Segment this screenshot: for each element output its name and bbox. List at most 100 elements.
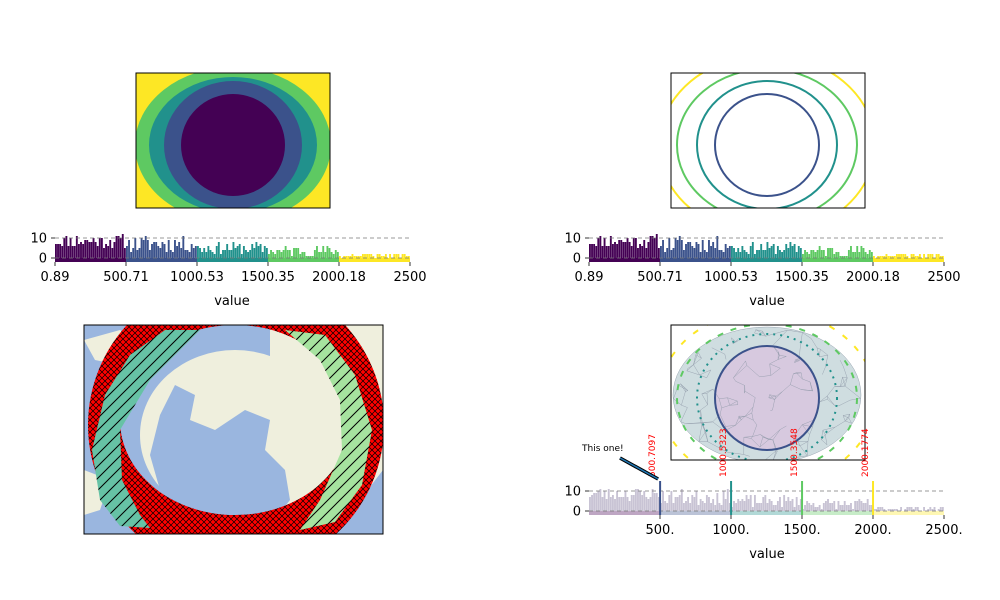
- mesh-edge: [792, 434, 796, 442]
- histogram-bar: [912, 254, 915, 258]
- histogram-bar: [401, 254, 404, 258]
- hatched-map-plot: [83, 324, 384, 535]
- histogram-bar: [747, 499, 750, 511]
- histogram-bar: [165, 252, 168, 258]
- histogram-bar: [641, 495, 644, 511]
- histogram-bar: [939, 256, 942, 258]
- histogram-bar: [860, 246, 863, 258]
- histogram-bar: [207, 246, 210, 258]
- mesh-edge: [735, 419, 742, 426]
- histogram-bar: [641, 246, 644, 258]
- mesh-edge: [727, 397, 738, 402]
- histogram-bar: [186, 250, 189, 258]
- histogram-bar: [923, 254, 925, 258]
- plot-frame: [670, 324, 866, 461]
- mesh-edge: [699, 374, 707, 379]
- mesh-edge: [777, 355, 780, 360]
- histogram-bar: [751, 507, 754, 511]
- mesh-edge: [725, 425, 736, 427]
- histogram-bar: [680, 489, 683, 511]
- histogram-bar: [845, 256, 848, 258]
- histogram-bar: [159, 248, 162, 258]
- mesh-edge: [680, 407, 688, 422]
- tricontour-line-1: [714, 345, 820, 451]
- histogram-bar: [71, 246, 74, 258]
- histogram-bar: [864, 252, 867, 258]
- histogram-bar: [605, 499, 608, 511]
- mesh-edge: [850, 398, 861, 401]
- mesh-edge: [826, 386, 835, 397]
- histogram-bar: [614, 242, 616, 258]
- histogram-bar: [866, 254, 869, 258]
- histogram-bar: [735, 503, 738, 511]
- histogram-bar: [845, 505, 848, 511]
- mesh-edge: [759, 439, 769, 448]
- histogram-bar: [618, 240, 621, 258]
- mesh-edge: [751, 438, 761, 448]
- histogram-bar: [868, 505, 871, 511]
- histogram-bar: [772, 505, 775, 511]
- mesh-edge: [695, 354, 702, 359]
- histogram-bar: [743, 250, 746, 258]
- mesh-edge: [718, 398, 722, 408]
- histogram-bar: [622, 497, 625, 511]
- mesh-edge: [799, 445, 808, 456]
- histogram-bar: [791, 246, 794, 258]
- histogram-bar: [766, 503, 769, 511]
- mesh-edge: [844, 377, 848, 387]
- histogram-bar: [895, 509, 898, 511]
- histogram-bar: [799, 248, 802, 258]
- x-tick-label: 2500: [927, 270, 960, 285]
- histogram-bar: [937, 254, 940, 258]
- histogram-bar: [820, 250, 823, 258]
- histogram-bar: [311, 256, 314, 258]
- mesh-edge: [807, 434, 810, 442]
- histogram-bar: [847, 505, 850, 511]
- mesh-edge: [819, 354, 828, 357]
- histogram-bar: [94, 242, 97, 258]
- histogram-bar: [326, 246, 329, 258]
- histogram-bar: [599, 236, 602, 258]
- histogram-bar: [65, 236, 68, 258]
- histogram-bar: [672, 248, 675, 258]
- histogram-bar: [123, 248, 126, 258]
- histogram-bar: [361, 254, 364, 258]
- histogram-bar: [705, 495, 708, 511]
- mesh-edge: [752, 434, 761, 437]
- colorbar-segment: [873, 511, 944, 515]
- colorbar-segment: [731, 258, 802, 262]
- histogram-bar: [929, 507, 932, 511]
- histogram-bar: [791, 499, 794, 511]
- histogram-bar: [407, 256, 410, 258]
- mesh-edge: [820, 349, 829, 356]
- histogram-bar: [290, 256, 293, 258]
- histogram-bar: [927, 509, 930, 511]
- histogram-bar: [793, 507, 796, 511]
- histogram-bar: [80, 242, 82, 258]
- histogram-bar: [318, 252, 320, 258]
- histogram-bar: [301, 252, 304, 258]
- histogram-bar: [144, 236, 147, 258]
- histogram-bar: [939, 507, 942, 511]
- mesh-edge: [706, 393, 708, 405]
- histogram-bar: [632, 495, 635, 511]
- mesh-edge: [737, 401, 739, 405]
- histogram-bar: [691, 495, 694, 511]
- mesh-edge: [774, 391, 783, 400]
- histogram-bar: [219, 254, 222, 258]
- mesh-edge: [769, 394, 777, 397]
- histogram-bar: [910, 254, 913, 258]
- hatched-band-teal: [92, 330, 200, 528]
- tricontour-plot: [670, 324, 866, 461]
- histogram-bar: [716, 236, 719, 258]
- histogram-bar: [695, 242, 698, 258]
- histogram-bar: [240, 254, 243, 258]
- mesh-edge: [729, 400, 738, 406]
- mesh-edge: [769, 359, 779, 365]
- histogram-bar: [105, 244, 107, 258]
- mesh-edge: [743, 437, 752, 439]
- mesh-edge: [768, 429, 781, 440]
- histogram-bar: [724, 244, 727, 258]
- histogram-bar: [831, 248, 834, 258]
- histogram-bar: [353, 256, 356, 258]
